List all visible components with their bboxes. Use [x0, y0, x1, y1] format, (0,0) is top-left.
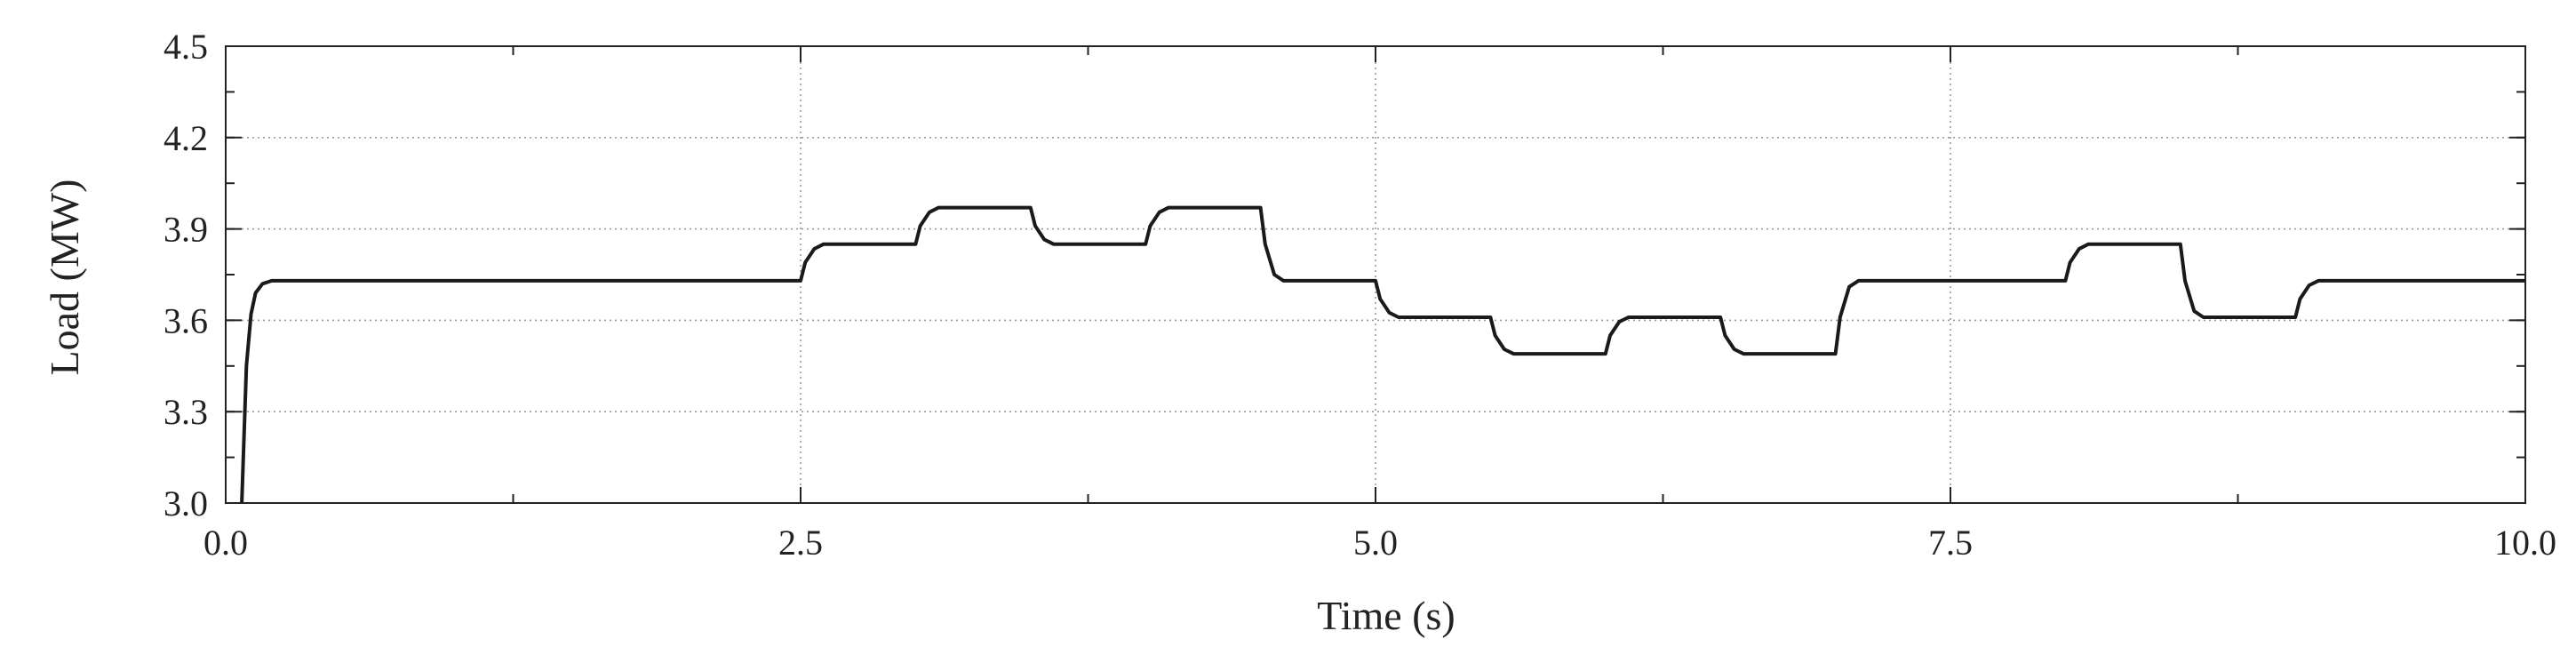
y-tick-label-5: 4.5: [163, 27, 208, 67]
x-tick-label-0: 0.0: [203, 523, 248, 563]
series-line-0: [240, 205, 2525, 504]
y-tick-label-0: 3.0: [163, 483, 208, 523]
plot-border: [225, 45, 2526, 504]
tick-marks: [225, 45, 2526, 504]
x-axis-title: Time (s): [1317, 593, 1455, 638]
x-tick-labels: 0.0 2.5 5.0 7.5 10.0: [203, 523, 2556, 563]
x-tick-label-1: 2.5: [778, 523, 823, 563]
y-tick-label-3: 3.9: [163, 210, 208, 250]
y-tick-label-1: 3.3: [163, 392, 208, 432]
x-tick-label-4: 10.0: [2494, 523, 2556, 563]
grid-lines: [226, 46, 2525, 503]
y-axis-title: Load (MW): [42, 180, 87, 376]
y-tick-label-2: 3.6: [163, 300, 208, 340]
x-tick-label-3: 7.5: [1928, 523, 1973, 563]
y-tick-labels: 3.0 3.3 3.6 3.9 4.2 4.5: [163, 27, 208, 523]
series-layer: [240, 205, 2525, 504]
y-tick-label-4: 4.2: [163, 118, 208, 158]
x-tick-label-2: 5.0: [1353, 523, 1398, 563]
plot-frame: [225, 45, 2526, 504]
